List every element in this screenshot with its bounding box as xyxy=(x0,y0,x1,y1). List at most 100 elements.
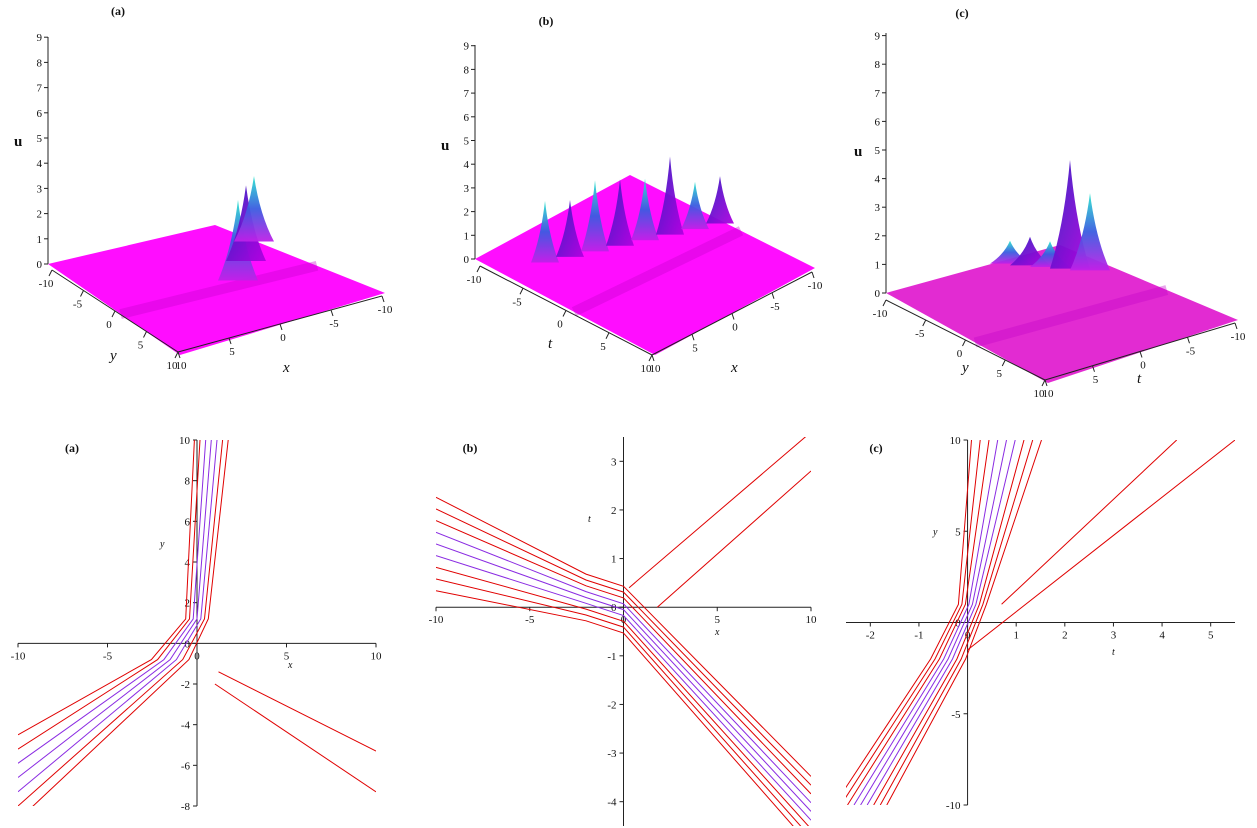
contour-line xyxy=(846,440,972,789)
base-tick-label: 0 xyxy=(957,348,963,360)
contour-line xyxy=(628,437,807,589)
z-axis-label: u xyxy=(441,138,449,154)
base-tick-label: -5 xyxy=(73,299,83,311)
axis-label-1: y xyxy=(108,348,117,364)
base-tick-mark xyxy=(1234,322,1238,330)
surface-plots-layer: 0123456789u(a)-10-505101050-5-10yx012345… xyxy=(14,4,1246,400)
z-tick-label: 8 xyxy=(37,57,43,69)
contour-line xyxy=(436,566,810,826)
panel-label: (a) xyxy=(65,441,79,455)
base-tick-label: -5 xyxy=(770,301,780,313)
base-tick-label: 10 xyxy=(1034,388,1046,400)
contour-line xyxy=(18,440,212,778)
surface-peak xyxy=(234,175,274,242)
z-tick-label: 9 xyxy=(37,32,43,44)
x-tick-label: 5 xyxy=(715,614,721,626)
surface-wave-band xyxy=(119,260,319,319)
base-tick-mark xyxy=(143,331,147,338)
surface-base-plane xyxy=(48,225,385,355)
z-tick-label: 5 xyxy=(37,133,43,145)
axis-label-2: x xyxy=(730,360,738,376)
base-tick-label: 0 xyxy=(106,319,112,331)
contour-line xyxy=(873,440,1025,805)
y-tick-label: -8 xyxy=(181,801,191,813)
base-tick-mark xyxy=(731,313,735,320)
x-tick-label: 5 xyxy=(284,650,290,662)
contour-line xyxy=(846,440,981,799)
base-tick-label: -10 xyxy=(808,280,823,292)
contour-line xyxy=(436,555,811,821)
contour-line xyxy=(886,440,1042,805)
y-axis-label: y xyxy=(159,539,165,550)
axis-label-1: t xyxy=(548,336,553,352)
base-tick-label: 0 xyxy=(280,332,286,344)
y-tick-label: 6 xyxy=(185,516,191,528)
z-tick-label: 1 xyxy=(875,259,881,271)
base-tick-label: 10 xyxy=(1043,388,1055,400)
contour-line xyxy=(436,531,811,804)
y-tick-label: 0 xyxy=(611,602,617,614)
z-tick-label: 7 xyxy=(464,88,470,100)
base-tick-mark xyxy=(1187,337,1190,344)
base-tick-label: -5 xyxy=(329,318,339,330)
contour-line xyxy=(18,440,207,764)
surface-peak xyxy=(681,181,709,230)
base-tick-mark xyxy=(111,310,116,318)
y-tick-label: 0 xyxy=(185,638,191,650)
surface-peak xyxy=(706,176,734,224)
contour-line xyxy=(18,440,224,806)
z-tick-label: 5 xyxy=(464,136,470,148)
contour-line xyxy=(32,440,229,806)
y-tick-label: 3 xyxy=(611,456,617,468)
x-tick-label: 2 xyxy=(1062,630,1068,642)
z-tick-label: 0 xyxy=(37,259,43,271)
z-tick-label: 9 xyxy=(464,41,470,53)
surface-peak xyxy=(606,179,634,246)
surface-peak xyxy=(556,200,584,257)
z-tick-label: 7 xyxy=(875,88,881,100)
contour-line xyxy=(1001,440,1178,605)
axis-label-2: x xyxy=(282,360,290,376)
base-tick-label: 5 xyxy=(1093,374,1099,386)
panel-label: (a) xyxy=(111,4,125,18)
z-tick-label: 3 xyxy=(875,202,881,214)
x-tick-label: 0 xyxy=(965,630,971,642)
base-tick-mark xyxy=(80,290,84,297)
x-tick-label: -10 xyxy=(429,614,444,626)
y-tick-label: 5 xyxy=(955,526,961,538)
z-tick-label: 4 xyxy=(37,158,43,170)
contour-line xyxy=(18,440,218,793)
z-tick-label: 2 xyxy=(37,209,43,221)
base-tick-mark xyxy=(174,351,179,359)
y-tick-label: 1 xyxy=(611,554,617,566)
x-axis-label: x xyxy=(287,660,293,671)
z-tick-label: 9 xyxy=(875,31,881,43)
y-tick-label: 10 xyxy=(179,435,191,447)
base-tick-mark xyxy=(771,292,775,299)
base-tick-mark xyxy=(476,265,481,273)
contour-lines xyxy=(846,440,1235,805)
base-tick-label: -5 xyxy=(915,328,925,340)
z-tick-label: 4 xyxy=(875,174,881,186)
base-tick-label: -10 xyxy=(39,278,54,290)
contour-lines xyxy=(436,437,811,826)
x-tick-label: -5 xyxy=(525,614,535,626)
z-tick-label: 3 xyxy=(464,183,470,195)
x-tick-label: 10 xyxy=(806,614,818,626)
base-tick-label: 0 xyxy=(1140,360,1146,372)
x-tick-label: -2 xyxy=(866,630,875,642)
y-tick-label: 10 xyxy=(950,435,962,447)
surface-peak xyxy=(631,178,659,241)
z-tick-label: 0 xyxy=(875,288,881,300)
contour-line xyxy=(436,520,811,795)
base-tick-mark xyxy=(48,269,53,277)
axis-label-2: t xyxy=(1137,371,1142,387)
y-tick-label: -2 xyxy=(181,679,190,691)
panel-label: (b) xyxy=(463,441,478,455)
surface-peak xyxy=(1070,193,1110,271)
